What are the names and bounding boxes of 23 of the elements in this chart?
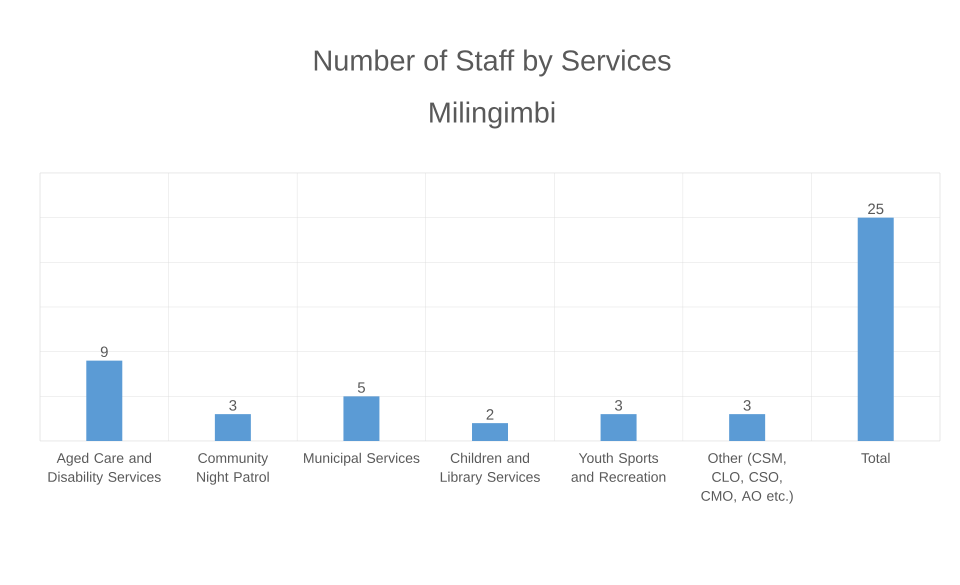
x-tick-label: Youth Sports and Recreation (571, 452, 666, 482)
bar (472, 423, 508, 441)
x-tick-label: Children and Library Services (440, 452, 540, 485)
bar (86, 360, 122, 441)
bar (214, 414, 251, 441)
data-label: 3 (614, 400, 622, 411)
data-label: 9 (100, 346, 108, 358)
x-tick-label: Municipal Services (304, 452, 420, 466)
data-label: 25 (868, 204, 884, 214)
x-tick-label: Other (CSM, CLO, CSO, CMO, AO etc.) (701, 452, 793, 504)
bar (729, 414, 766, 441)
bar (858, 218, 894, 441)
data-label: 2 (486, 409, 494, 420)
data-label: 5 (358, 382, 365, 393)
data-label: 3 (229, 400, 236, 411)
chart-subtitle: Milingimbi (430, 102, 554, 128)
x-tick-label: Total (861, 452, 890, 464)
bar (600, 414, 637, 441)
bar (343, 396, 380, 441)
data-label: 3 (744, 400, 751, 411)
x-tick-label: Community Night Patrol (197, 452, 269, 485)
chart-title: Number of Staff by Services (314, 50, 671, 76)
x-tick-label: Aged Care and Disability Services (48, 452, 161, 485)
